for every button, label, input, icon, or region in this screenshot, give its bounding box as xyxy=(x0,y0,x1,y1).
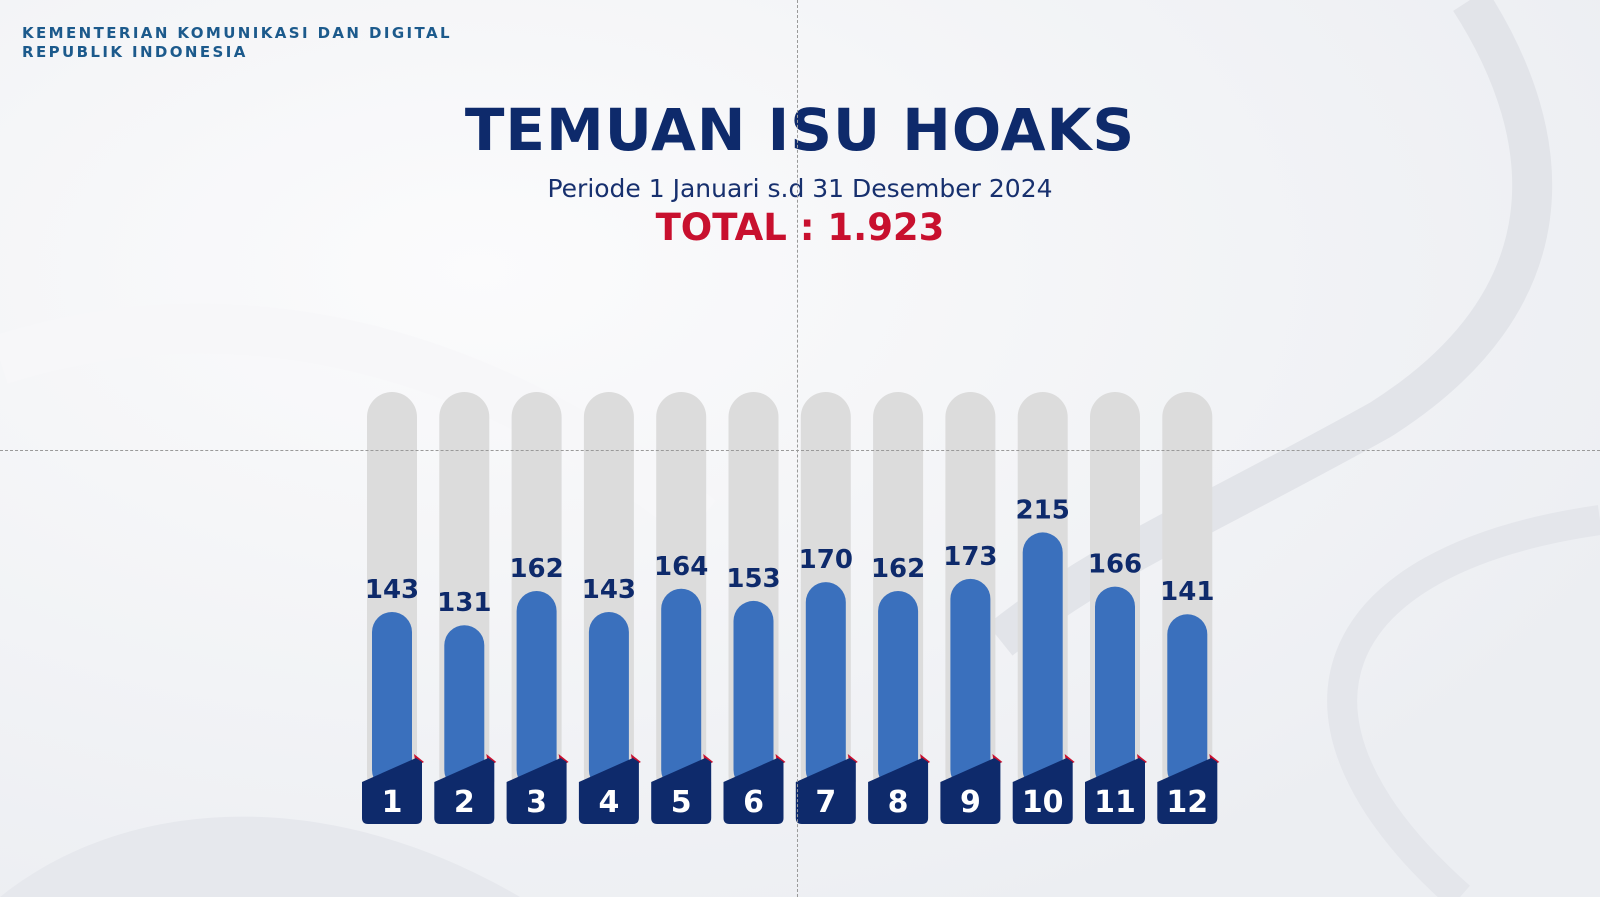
bar xyxy=(1095,586,1135,790)
bar-group: 215 10 xyxy=(1012,392,1075,824)
month-label: 8 xyxy=(888,785,909,820)
bar xyxy=(372,611,412,790)
bar-value-label: 173 xyxy=(943,542,997,572)
month-label: 3 xyxy=(526,785,547,820)
bar xyxy=(733,600,774,790)
month-label: 2 xyxy=(454,785,475,820)
bar-value-label: 143 xyxy=(582,575,636,605)
bar-group: 166 11 xyxy=(1085,392,1147,824)
bar xyxy=(1167,614,1208,790)
vertical-guide-line xyxy=(797,0,798,897)
bar-value-label: 131 xyxy=(437,588,491,618)
bar-value-label: 141 xyxy=(1160,577,1214,607)
month-badge xyxy=(1085,758,1145,824)
bar-value-label: 162 xyxy=(871,554,925,584)
month-badge xyxy=(651,758,712,824)
bar xyxy=(444,625,485,790)
period-subtitle: Periode 1 Januari s.d 31 Desember 2024 xyxy=(547,174,1053,203)
month-badge xyxy=(795,758,856,824)
bar-group: 143 1 xyxy=(362,392,424,824)
bar xyxy=(516,590,557,790)
bar-value-label: 170 xyxy=(799,545,853,575)
ministry-line-1: KEMENTERIAN KOMUNIKASI DAN DIGITAL xyxy=(22,24,452,42)
total-count: TOTAL : 1.923 xyxy=(655,206,945,249)
month-label: 10 xyxy=(1022,785,1064,820)
bar-value-label: 215 xyxy=(1016,495,1070,525)
bar-value-label: 166 xyxy=(1088,550,1142,580)
bar xyxy=(805,582,846,790)
month-label: 1 xyxy=(382,785,403,820)
bar-value-label: 162 xyxy=(509,554,563,584)
month-label: 4 xyxy=(598,785,619,820)
ministry-name: KEMENTERIAN KOMUNIKASI DAN DIGITAL REPUB… xyxy=(22,24,452,62)
month-badge xyxy=(940,758,1001,824)
month-badge xyxy=(1157,758,1218,824)
ministry-line-2: REPUBLIK INDONESIA xyxy=(22,43,248,61)
month-badge xyxy=(362,758,422,824)
month-badge xyxy=(434,758,495,824)
month-badge xyxy=(723,758,784,824)
bar xyxy=(878,590,919,790)
bar xyxy=(588,611,629,790)
month-badge xyxy=(1012,758,1073,824)
bar-value-label: 153 xyxy=(726,564,780,594)
bar xyxy=(950,578,991,790)
month-label: 11 xyxy=(1094,785,1136,820)
month-label: 6 xyxy=(743,785,764,820)
bar-group: 141 12 xyxy=(1157,392,1220,824)
month-label: 9 xyxy=(960,785,981,820)
month-badge xyxy=(868,758,929,824)
bar-group: 131 2 xyxy=(434,392,497,824)
month-label: 5 xyxy=(671,785,692,820)
page-title: TEMUAN ISU HOAKS xyxy=(464,96,1136,164)
month-label: 7 xyxy=(815,785,836,820)
month-label: 12 xyxy=(1166,785,1208,820)
bar xyxy=(661,588,702,790)
month-badge xyxy=(578,758,639,824)
bar-value-label: 143 xyxy=(365,575,419,605)
horizontal-guide-line xyxy=(0,450,1600,451)
bar-value-label: 164 xyxy=(654,552,708,582)
bar-group: 143 4 xyxy=(578,392,641,824)
bar xyxy=(1022,532,1063,790)
month-badge xyxy=(506,758,567,824)
